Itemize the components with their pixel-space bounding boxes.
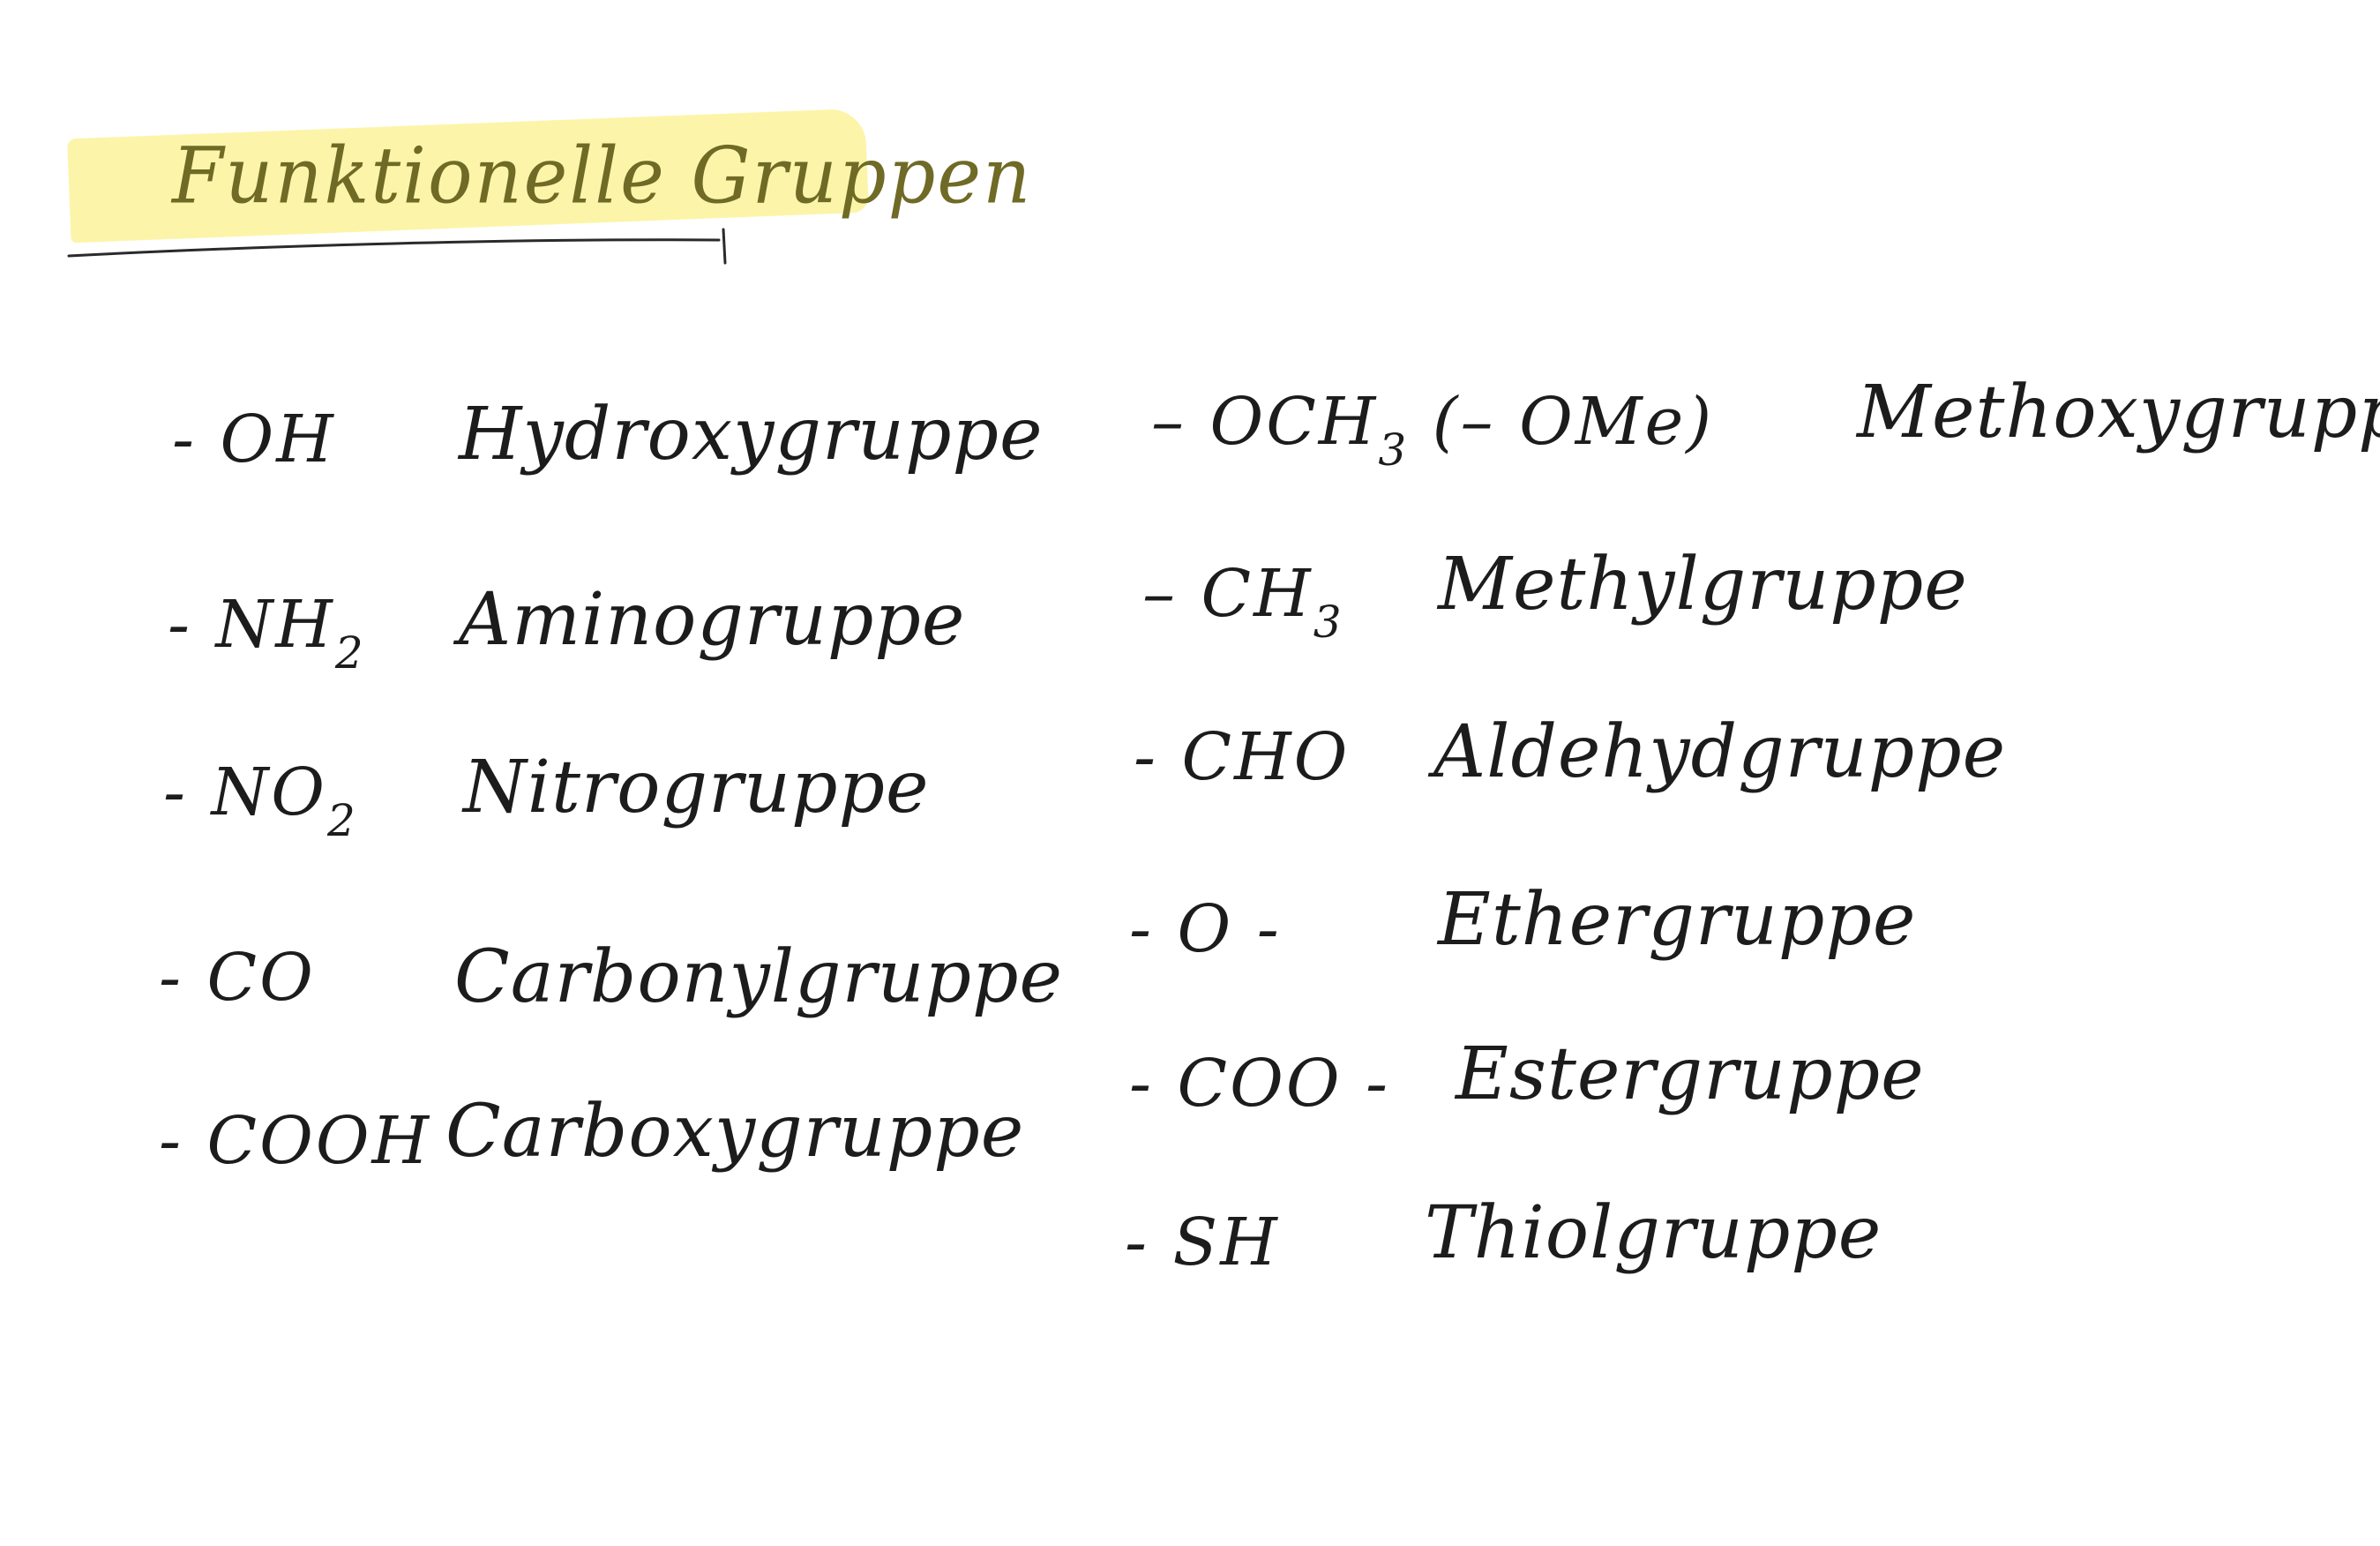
name-left-0: Hydroxygruppe — [459, 393, 1044, 477]
formula-right-4: - COO - — [1129, 1046, 1391, 1122]
name-left-3: Carbonylgruppe — [454, 935, 1064, 1019]
formula-left-2: - NO2 — [163, 754, 358, 846]
page-title: Funktionelle Gruppen — [172, 130, 1033, 221]
name-right-5: Thiolgruppe — [1425, 1191, 1882, 1275]
name-right-3: Ethergruppe — [1438, 878, 1917, 962]
formula-right-2: - CHO — [1134, 719, 1351, 795]
formula-right-0: – OCH3 (– OMe) — [1151, 384, 1715, 476]
formula-right-3: - O - — [1129, 891, 1282, 967]
name-left-4: Carboxygruppe — [445, 1090, 1025, 1174]
formula-left-3: - CO — [159, 940, 316, 1016]
name-left-1: Aminogruppe — [459, 578, 966, 662]
title-block: Funktionelle Gruppen — [62, 106, 1030, 274]
name-right-2: Aldehydgruppe — [1433, 710, 2007, 794]
formula-right-1: – CH3 — [1142, 556, 1344, 648]
name-right-0: Methoxygruppe — [1857, 371, 2380, 454]
formula-right-5: - SH — [1125, 1205, 1280, 1280]
title-underline — [67, 228, 727, 265]
name-right-4: Estergruppe — [1456, 1032, 1925, 1116]
formula-left-0: - OH — [172, 402, 336, 477]
name-left-2: Nitrogruppe — [463, 746, 930, 829]
formula-left-4: - COOH — [159, 1103, 432, 1179]
formula-left-1: - NH2 — [168, 587, 366, 679]
name-right-1: Methylgruppe — [1438, 543, 1968, 627]
